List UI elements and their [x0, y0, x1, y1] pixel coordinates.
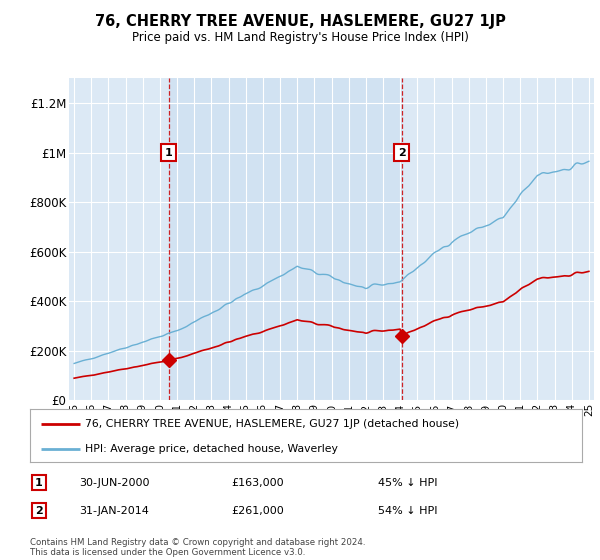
Text: Price paid vs. HM Land Registry's House Price Index (HPI): Price paid vs. HM Land Registry's House … [131, 31, 469, 44]
Text: 76, CHERRY TREE AVENUE, HASLEMERE, GU27 1JP: 76, CHERRY TREE AVENUE, HASLEMERE, GU27 … [95, 14, 505, 29]
Text: 31-JAN-2014: 31-JAN-2014 [79, 506, 149, 516]
Text: 54% ↓ HPI: 54% ↓ HPI [378, 506, 438, 516]
Text: 2: 2 [398, 148, 406, 158]
Text: HPI: Average price, detached house, Waverley: HPI: Average price, detached house, Wave… [85, 444, 338, 454]
Text: £163,000: £163,000 [232, 478, 284, 488]
Text: 1: 1 [164, 148, 172, 158]
Text: Contains HM Land Registry data © Crown copyright and database right 2024.
This d: Contains HM Land Registry data © Crown c… [30, 538, 365, 557]
Text: 2: 2 [35, 506, 43, 516]
Text: £261,000: £261,000 [232, 506, 284, 516]
Text: 30-JUN-2000: 30-JUN-2000 [79, 478, 149, 488]
Text: 1: 1 [35, 478, 43, 488]
Text: 76, CHERRY TREE AVENUE, HASLEMERE, GU27 1JP (detached house): 76, CHERRY TREE AVENUE, HASLEMERE, GU27 … [85, 419, 460, 429]
Text: 45% ↓ HPI: 45% ↓ HPI [378, 478, 438, 488]
Bar [169, 78, 401, 400]
